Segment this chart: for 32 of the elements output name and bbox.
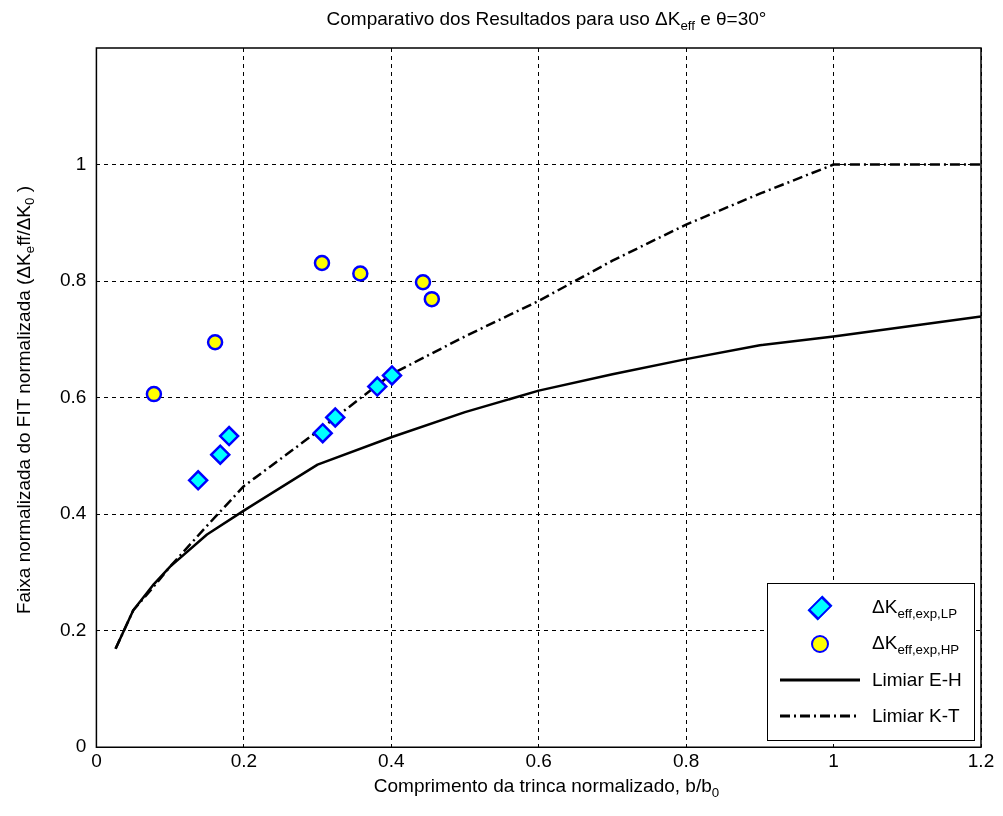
y-tick-label: 0.2 [59,618,87,640]
x-tick-label: 0.8 [672,749,700,771]
point [381,365,403,386]
point [145,385,163,403]
chart-title: Comparativo dos Resultados para uso ΔK$_{eff}$ e θ=30° [325,8,768,33]
point [423,290,441,308]
legend-label: Limiar E-H [872,669,962,692]
point [312,422,333,444]
point [206,334,224,351]
x-tick-label: 0 [91,749,102,771]
y-tick-label: 0 [75,735,87,757]
legend-label: ΔK$_{eff,exp,LP}$ [872,595,958,621]
point [210,444,231,465]
y-tick-label: 0.8 [59,269,87,291]
point [187,470,209,491]
x-tick-label: 1.2 [967,749,995,771]
point [414,273,432,291]
x-axis-title: Comprimento da trinca normalizado, b/b$_{0}$ [372,775,721,800]
y-tick-label: 0.4 [59,502,87,524]
point [218,425,240,447]
point [325,407,346,428]
x-tick-label: 0.4 [378,749,405,771]
point [352,265,369,282]
x-tick-label: 1 [828,749,839,771]
legend-label: Limiar K-T [872,705,960,728]
x-tick-label: 0.2 [230,749,258,771]
point [367,376,388,397]
y-tick-label: 0.6 [59,385,87,407]
legend-label: ΔK$_{eff,exp,HP}$ [872,631,960,657]
x-tick-label: 0.6 [525,749,552,771]
point [313,254,331,272]
y-tick-label: 1 [75,152,87,174]
